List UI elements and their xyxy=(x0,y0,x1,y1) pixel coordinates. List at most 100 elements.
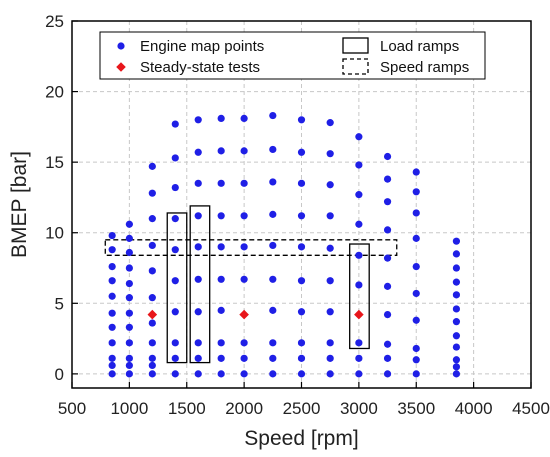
engine-map-point xyxy=(217,243,225,251)
engine-map-point xyxy=(452,237,461,245)
engine-map-point xyxy=(383,226,392,234)
engine-map-point xyxy=(148,294,156,302)
engine-map-point xyxy=(412,344,420,353)
engine-map-point xyxy=(355,161,363,169)
engine-map-point xyxy=(412,168,420,176)
engine-map-point xyxy=(452,356,461,364)
engine-map-point xyxy=(125,264,133,272)
engine-map-point xyxy=(412,370,420,378)
engine-map-point xyxy=(171,154,179,162)
engine-map-point xyxy=(148,354,156,362)
engine-map-point xyxy=(326,370,334,378)
engine-map-point xyxy=(269,370,277,378)
engine-map-point xyxy=(297,116,306,124)
y-tick-label: 0 xyxy=(55,365,64,384)
engine-map-point xyxy=(108,263,116,271)
engine-map-point xyxy=(108,339,116,347)
engine-map-point xyxy=(125,220,133,228)
engine-map-point xyxy=(383,340,392,348)
engine-map-point xyxy=(355,281,363,289)
engine-map-point xyxy=(148,370,156,378)
engine-map-point xyxy=(108,309,116,317)
engine-map-point xyxy=(452,250,461,258)
engine-map-point xyxy=(326,181,334,189)
engine-map-point xyxy=(452,305,461,313)
engine-map-point xyxy=(125,309,133,317)
engine-map-point xyxy=(297,179,306,187)
engine-map-point xyxy=(240,114,248,122)
engine-map-point xyxy=(269,275,277,283)
engine-map-point xyxy=(326,308,334,316)
x-tick-label: 1000 xyxy=(110,399,148,418)
engine-map-point xyxy=(452,264,461,272)
engine-map-point xyxy=(269,210,277,218)
engine-map-point xyxy=(412,188,420,196)
legend-label-load-ramps: Load ramps xyxy=(380,38,459,55)
engine-map-point xyxy=(108,292,116,300)
engine-map-point xyxy=(326,277,334,285)
engine-map-point xyxy=(412,316,420,324)
legend: Engine map points Steady-state tests Load … xyxy=(99,31,486,80)
engine-map-point xyxy=(383,254,392,262)
engine-map-point xyxy=(297,308,306,316)
engine-map-point xyxy=(355,251,363,259)
engine-map-point xyxy=(194,212,202,220)
legend-marker-engine-map xyxy=(117,42,125,50)
engine-map-point xyxy=(194,339,202,347)
engine-map-point xyxy=(217,339,225,347)
engine-map-point xyxy=(194,275,202,283)
engine-map-point xyxy=(148,319,156,327)
y-tick-label: 15 xyxy=(45,153,64,172)
axis-ticks: 500 1000 1500 2000 2500 3000 3500 4000 4500 0 5 10 1… xyxy=(45,12,550,418)
engine-map-point xyxy=(412,209,420,217)
engine-map-point xyxy=(240,354,248,362)
engine-map-point xyxy=(240,212,248,220)
engine-map-point xyxy=(383,198,392,206)
legend-marker-speed-ramps xyxy=(342,58,369,75)
engine-map-point xyxy=(125,279,133,288)
engine-map-point xyxy=(194,116,202,124)
engine-map-point xyxy=(194,370,202,378)
engine-map-point xyxy=(217,212,225,220)
y-tick-label: 25 xyxy=(45,12,64,31)
engine-map-point xyxy=(125,370,133,378)
x-axis-title: Speed [rpm] xyxy=(244,427,358,450)
engine-map-point xyxy=(240,147,248,155)
engine-map-point xyxy=(383,354,392,362)
engine-map-point xyxy=(355,220,363,228)
load-ramp-rect xyxy=(166,212,188,364)
engine-map-point xyxy=(383,282,392,290)
engine-map-point xyxy=(355,191,363,199)
x-tick-label: 2000 xyxy=(225,399,263,418)
engine-map-point xyxy=(452,370,461,378)
engine-map-point xyxy=(297,212,306,220)
engine-map-point xyxy=(355,370,363,378)
x-tick-label: 3000 xyxy=(340,399,378,418)
engine-map-point xyxy=(412,356,420,364)
engine-map-point xyxy=(297,148,306,156)
x-tick-label: 4500 xyxy=(512,399,550,418)
engine-map-point xyxy=(412,234,420,242)
y-tick-label: 20 xyxy=(45,83,64,102)
engine-map-point xyxy=(148,339,156,347)
engine-map-point xyxy=(326,212,334,220)
legend-box xyxy=(99,31,486,80)
engine-map-point xyxy=(194,148,202,156)
engine-map-point xyxy=(297,354,306,362)
engine-map-point xyxy=(148,215,156,223)
engine-map-point xyxy=(125,294,133,302)
engine-map-point xyxy=(194,243,202,251)
engine-map-point xyxy=(355,339,363,347)
engine-map-point xyxy=(171,277,179,285)
legend-label-engine-map: Engine map points xyxy=(140,38,264,55)
engine-map-point xyxy=(326,119,334,127)
engine-map-point xyxy=(171,183,179,192)
engine-map-point xyxy=(217,306,225,314)
engine-map-point xyxy=(452,318,461,326)
engine-map-point xyxy=(297,277,306,285)
x-tick-label: 3500 xyxy=(397,399,435,418)
engine-map-point xyxy=(412,263,420,271)
engine-map-point xyxy=(171,215,179,223)
engine-map-point xyxy=(108,246,116,254)
